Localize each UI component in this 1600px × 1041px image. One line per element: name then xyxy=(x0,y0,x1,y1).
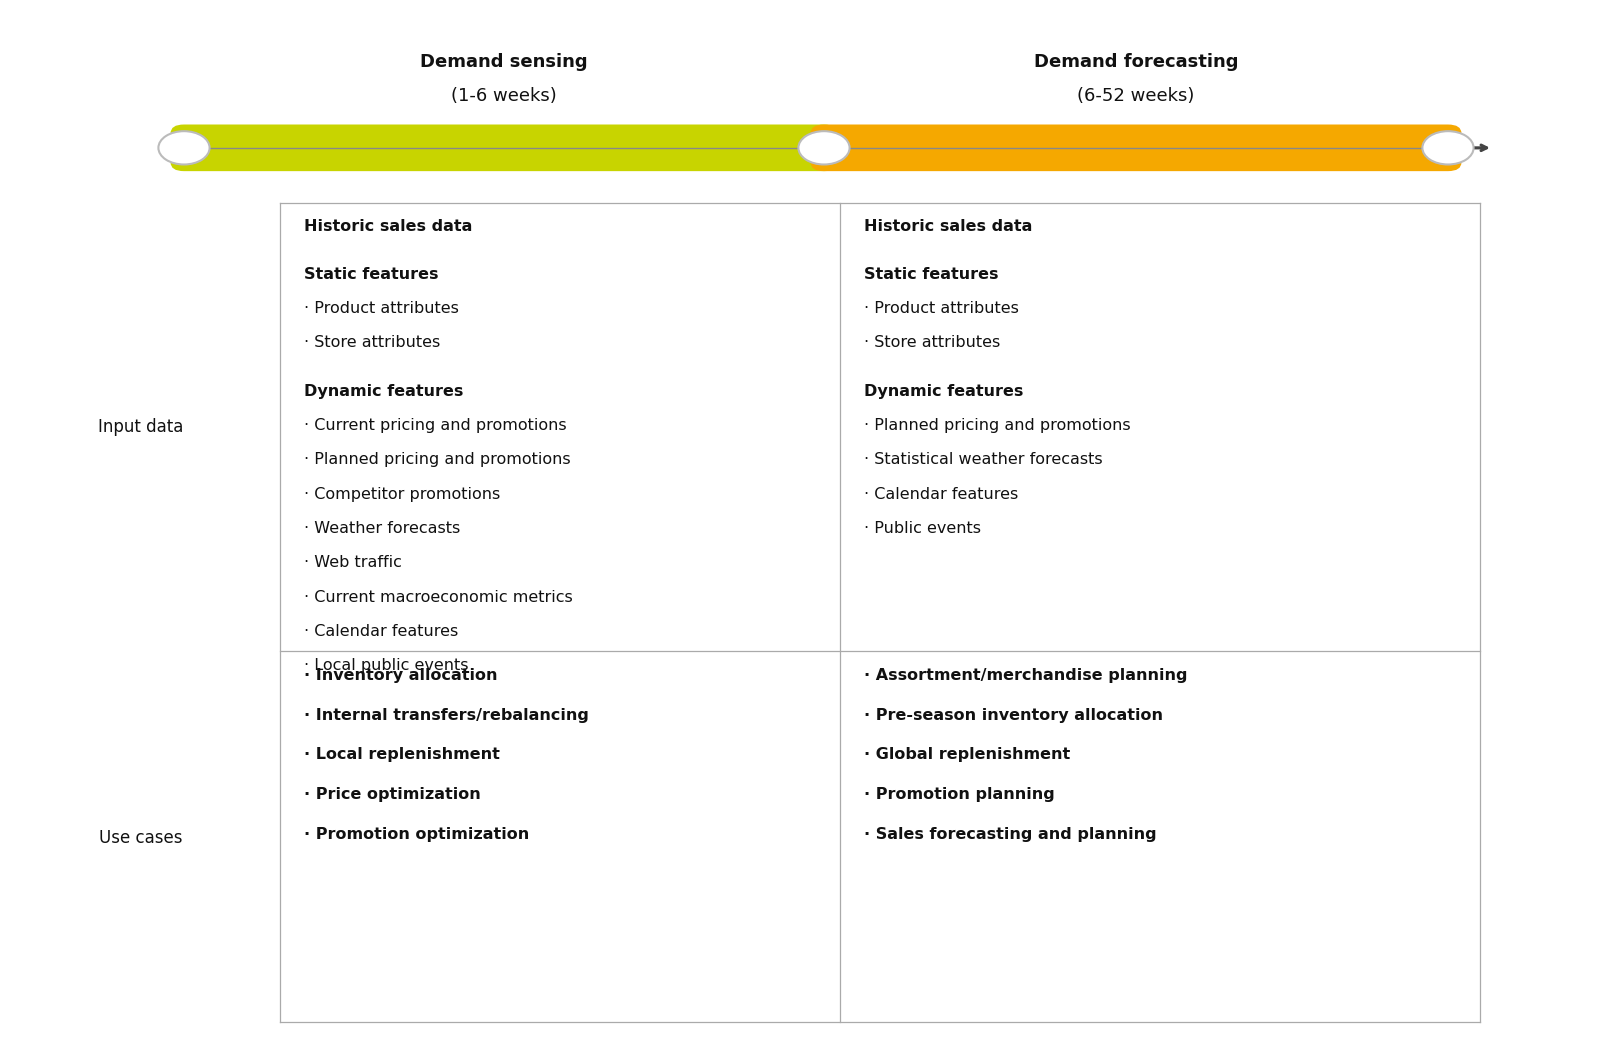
FancyBboxPatch shape xyxy=(811,125,1461,171)
Text: Input data: Input data xyxy=(98,417,184,436)
Text: · Calendar features: · Calendar features xyxy=(304,624,458,639)
Text: · Current pricing and promotions: · Current pricing and promotions xyxy=(304,417,566,433)
Text: · Local replenishment: · Local replenishment xyxy=(304,747,499,762)
Text: · Store attributes: · Store attributes xyxy=(304,335,440,351)
Text: (6-52 weeks): (6-52 weeks) xyxy=(1077,86,1195,105)
Text: · Current macroeconomic metrics: · Current macroeconomic metrics xyxy=(304,589,573,605)
Text: · Store attributes: · Store attributes xyxy=(864,335,1000,351)
Text: Demand sensing: Demand sensing xyxy=(421,53,587,72)
Text: Demand forecasting: Demand forecasting xyxy=(1034,53,1238,72)
Text: · Statistical weather forecasts: · Statistical weather forecasts xyxy=(864,452,1102,467)
Text: · Pre-season inventory allocation: · Pre-season inventory allocation xyxy=(864,708,1163,722)
Text: · Product attributes: · Product attributes xyxy=(864,301,1019,316)
Text: Historic sales data: Historic sales data xyxy=(304,219,472,233)
Text: · Weather forecasts: · Weather forecasts xyxy=(304,520,461,536)
Text: · Assortment/merchandise planning: · Assortment/merchandise planning xyxy=(864,668,1187,683)
Text: Use cases: Use cases xyxy=(99,829,182,847)
Text: · Price optimization: · Price optimization xyxy=(304,787,480,802)
Text: · Public events: · Public events xyxy=(864,520,981,536)
Text: · Competitor promotions: · Competitor promotions xyxy=(304,486,501,502)
Text: · Sales forecasting and planning: · Sales forecasting and planning xyxy=(864,827,1157,841)
Text: · Promotion optimization: · Promotion optimization xyxy=(304,827,530,841)
FancyBboxPatch shape xyxy=(171,125,837,171)
Text: · Global replenishment: · Global replenishment xyxy=(864,747,1070,762)
Text: Static features: Static features xyxy=(304,266,438,282)
Circle shape xyxy=(158,131,210,164)
Text: · Local public events: · Local public events xyxy=(304,658,469,674)
Text: · Web traffic: · Web traffic xyxy=(304,555,402,570)
Text: · Planned pricing and promotions: · Planned pricing and promotions xyxy=(864,417,1131,433)
Text: · Internal transfers/rebalancing: · Internal transfers/rebalancing xyxy=(304,708,589,722)
Text: · Promotion planning: · Promotion planning xyxy=(864,787,1054,802)
Text: Dynamic features: Dynamic features xyxy=(864,383,1024,399)
Circle shape xyxy=(798,131,850,164)
Text: Historic sales data: Historic sales data xyxy=(864,219,1032,233)
Text: Dynamic features: Dynamic features xyxy=(304,383,464,399)
Text: · Calendar features: · Calendar features xyxy=(864,486,1018,502)
Text: · Inventory allocation: · Inventory allocation xyxy=(304,668,498,683)
Text: · Product attributes: · Product attributes xyxy=(304,301,459,316)
Text: (1-6 weeks): (1-6 weeks) xyxy=(451,86,557,105)
Text: · Planned pricing and promotions: · Planned pricing and promotions xyxy=(304,452,571,467)
Circle shape xyxy=(1422,131,1474,164)
Text: Static features: Static features xyxy=(864,266,998,282)
